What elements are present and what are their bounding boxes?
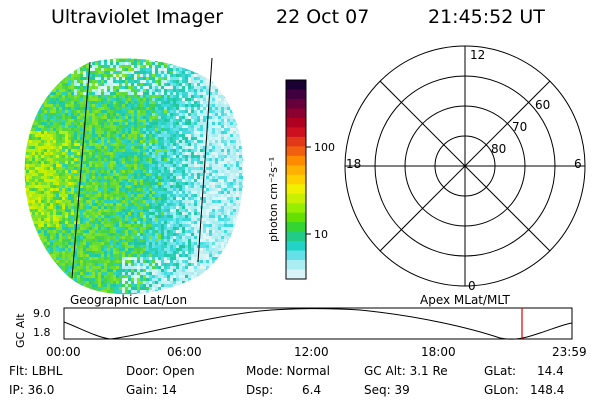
colorbar-cell: [286, 260, 306, 271]
flt-filter: Flt: LBHL: [9, 364, 63, 378]
colorbar-cell: [286, 212, 306, 223]
colorbar-cell: [286, 146, 306, 157]
colorbar-cell: [286, 250, 306, 261]
colorbar-frame: [285, 79, 307, 280]
colorbar: 100 10 photon cm⁻²s⁻¹: [267, 79, 335, 280]
lat-label-60: 60: [535, 98, 550, 112]
x-tick-1800: 18:00: [421, 345, 456, 359]
colorbar-cell: [286, 165, 306, 176]
polar-labels: 12 18 6 0 60 70 80: [346, 48, 582, 293]
timeline-left-caption: Geographic Lat/Lon: [70, 293, 187, 307]
x-tick-2359: 23:59: [552, 345, 587, 359]
x-tick-0600: 06:00: [167, 345, 202, 359]
gc-alt-value: GC Alt: 3.1 Re: [364, 364, 448, 378]
timeline-right-caption: Apex MLat/MLT: [420, 293, 510, 307]
colorbar-cell: [286, 184, 306, 195]
glon-value: 148.4: [530, 383, 564, 397]
dsp-value: 6.4: [302, 383, 321, 397]
colorbar-cell: [286, 269, 306, 280]
door-status: Door: Open: [126, 364, 195, 378]
timeline-y-tick-9: 9.0: [33, 307, 51, 320]
uv-image-pixels: [24, 58, 244, 295]
uv-image-disk: [24, 57, 244, 295]
dsp-label: Dsp:: [246, 383, 273, 397]
colorbar-cell: [286, 231, 306, 242]
colorbar-cell: [286, 127, 306, 138]
colorbar-cell: [286, 193, 306, 204]
colorbar-cell: [286, 108, 306, 119]
timeline-frame: [63, 307, 573, 340]
glat-value: 14.4: [537, 364, 564, 378]
timeline: Geographic Lat/Lon Apex MLat/MLT GC Alt …: [14, 293, 587, 359]
colorbar-gradient: [286, 80, 306, 280]
mlt-label-18: 18: [346, 157, 361, 171]
colorbar-cell: [286, 80, 306, 91]
instrument-title: Ultraviolet Imager: [51, 6, 224, 28]
colorbar-cell: [286, 155, 306, 166]
timeline-y-axis-label: GC Alt: [14, 313, 27, 348]
date-label: 22 Oct 07: [276, 6, 370, 28]
colorbar-unit-label: photon cm⁻²s⁻¹: [267, 157, 280, 242]
glon-label: GLon:: [484, 383, 519, 397]
seq-value: Seq: 39: [364, 383, 410, 397]
altitude-curve: [63, 308, 573, 340]
ip-value: IP: 36.0: [9, 383, 54, 397]
mlt-label-0: 0: [468, 279, 476, 293]
longitude-line-left: [71, 61, 91, 279]
mlt-label-12: 12: [470, 48, 485, 62]
info-footer: Flt: LBHL IP: 36.0 Door: Open Gain: 14 M…: [9, 364, 564, 397]
colorbar-cell: [286, 174, 306, 185]
header: Ultraviolet Imager 22 Oct 07 21:45:52 UT: [0, 6, 600, 30]
colorbar-cell: [286, 222, 306, 233]
colorbar-tick-label-100: 100: [314, 141, 335, 154]
lat-label-70: 70: [512, 120, 527, 134]
gain-value: Gain: 14: [126, 383, 177, 397]
x-tick-1200: 12:00: [294, 345, 329, 359]
timeline-y-tick-1-8: 1.8: [33, 326, 51, 339]
lat-label-80: 80: [491, 142, 506, 156]
colorbar-cell: [286, 203, 306, 214]
mlt-label-6: 6: [574, 157, 582, 171]
polar-plot: [344, 45, 586, 287]
colorbar-cell: [286, 117, 306, 128]
x-tick-0000: 00:00: [46, 345, 81, 359]
mode-value: Mode: Normal: [246, 364, 330, 378]
polar-diagonal-2: [379, 80, 551, 252]
glat-label: GLat:: [484, 364, 516, 378]
colorbar-tick-label-10: 10: [314, 228, 328, 241]
time-label: 21:45:52 UT: [428, 6, 545, 28]
longitude-line-right: [197, 57, 213, 263]
colorbar-cell: [286, 241, 306, 252]
colorbar-cell: [286, 136, 306, 147]
colorbar-cell: [286, 98, 306, 110]
colorbar-cell: [286, 89, 306, 100]
